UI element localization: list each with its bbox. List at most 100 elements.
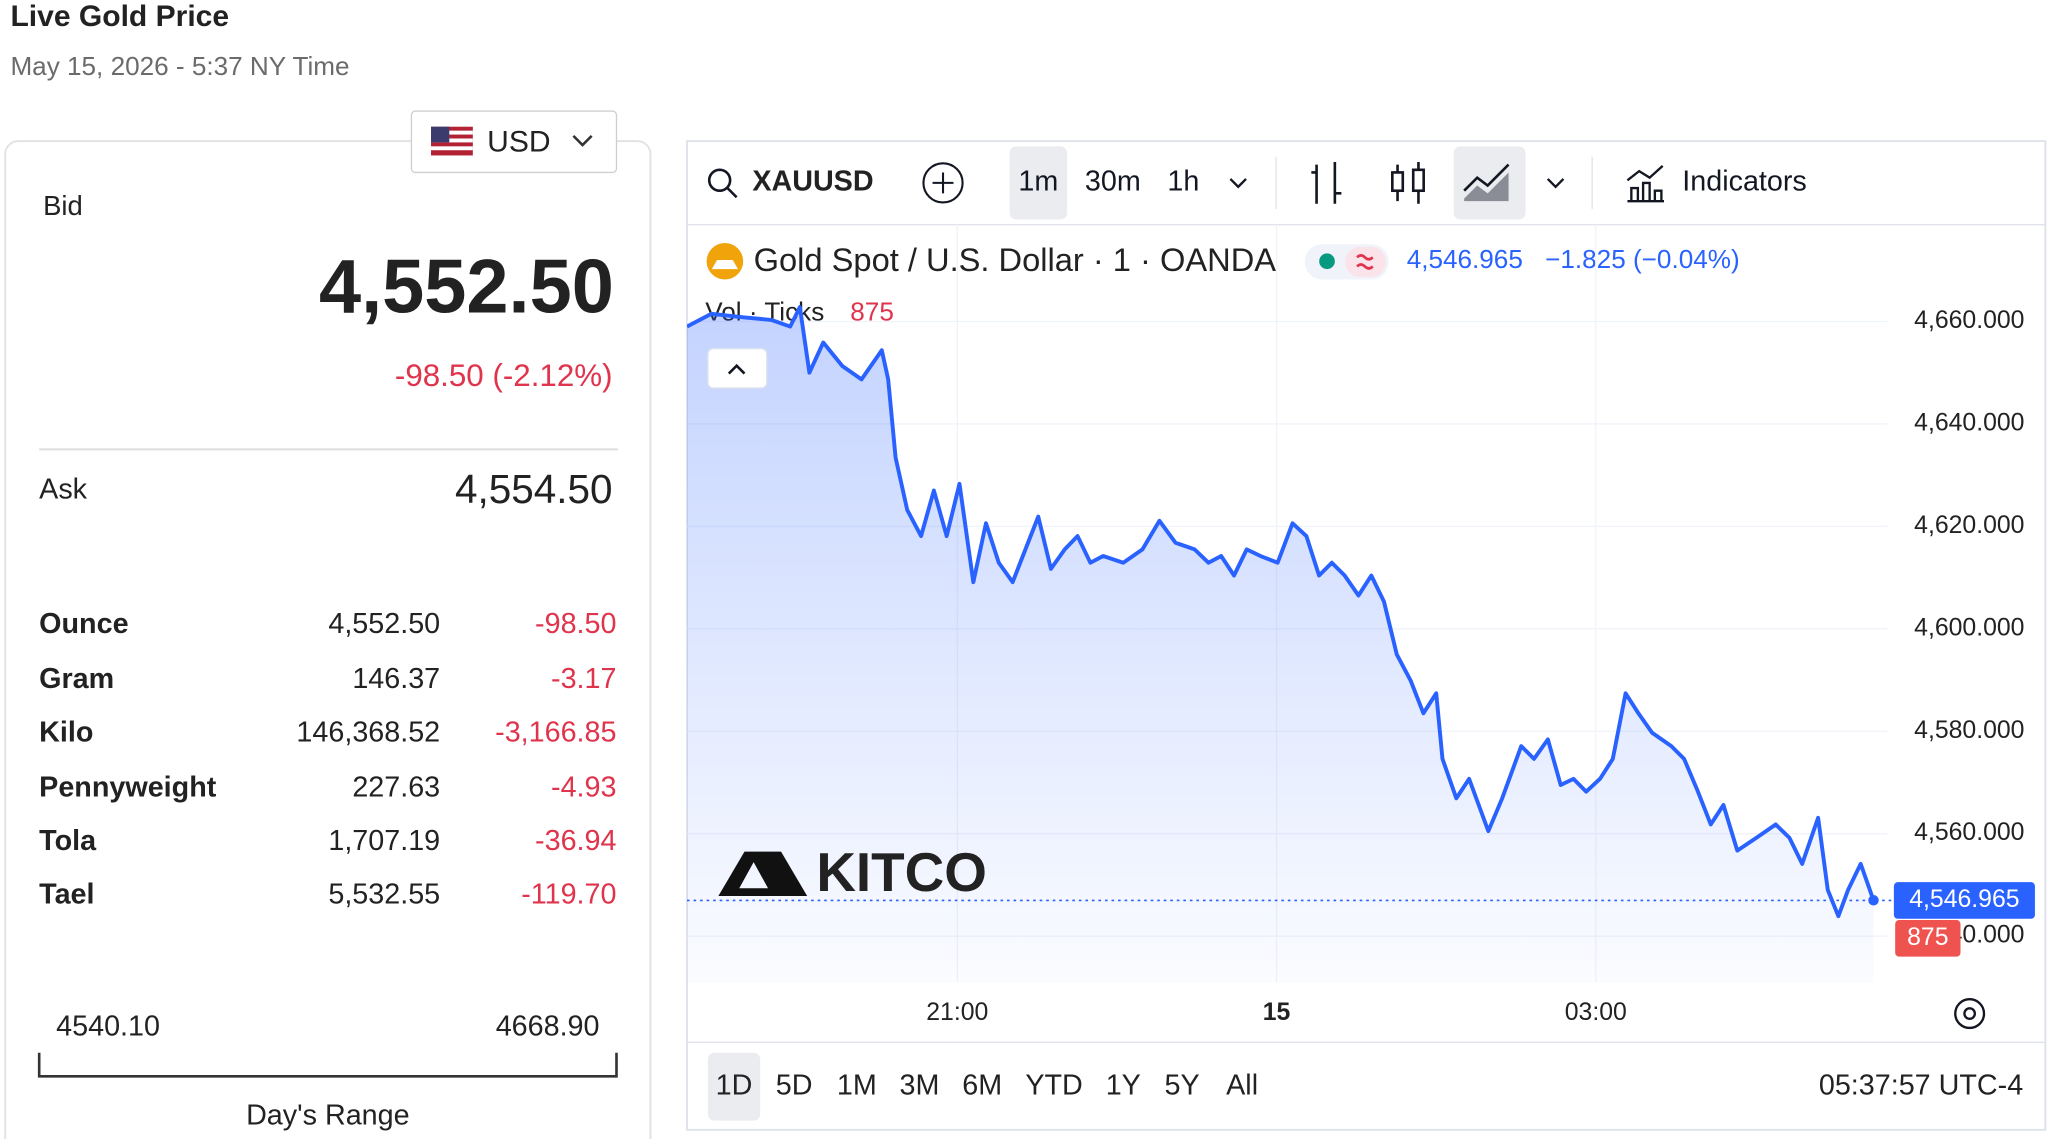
range-bar bbox=[37, 1052, 618, 1078]
chart-title: Gold Spot / U.S. Dollar · 1 · OANDA bbox=[754, 241, 1277, 278]
delayed-badge bbox=[1345, 246, 1386, 277]
area-icon bbox=[1464, 172, 1509, 202]
clock: 05:37:57 UTC-4 bbox=[1819, 1069, 2023, 1101]
collapse-button[interactable] bbox=[707, 348, 768, 389]
indicators[interactable]: Indicators bbox=[1682, 165, 1807, 197]
unit-name: Kilo bbox=[39, 717, 93, 749]
unit-name: Ounce bbox=[39, 608, 128, 640]
unit-price: 227.63 bbox=[352, 772, 440, 804]
unit-change: -3,166.85 bbox=[495, 717, 616, 749]
date: May 15, 2026 - 5:37 NY Time bbox=[10, 51, 349, 81]
interval[interactable]: 1m bbox=[1018, 165, 1058, 197]
ask-price: 4,554.50 bbox=[455, 466, 613, 512]
indicators-icon[interactable] bbox=[1626, 165, 1664, 203]
approx-icon bbox=[1356, 254, 1374, 270]
market-open bbox=[1319, 253, 1335, 270]
flag-canton bbox=[431, 126, 450, 143]
compare-button[interactable] bbox=[922, 162, 964, 204]
area-fill bbox=[687, 307, 1874, 983]
interval-active bbox=[1009, 146, 1068, 220]
y-tick-label: 4,660.000 bbox=[1914, 307, 2024, 334]
currency-select[interactable]: USD bbox=[410, 110, 618, 174]
period[interactable]: 5Y bbox=[1164, 1069, 1199, 1101]
y-tick-label: 4,600.000 bbox=[1914, 614, 2024, 641]
bid-price: 4,552.50 bbox=[319, 245, 614, 330]
bars-icon[interactable] bbox=[1311, 161, 1342, 204]
flag-stripe bbox=[431, 130, 473, 135]
settings-icon bbox=[1963, 1007, 1977, 1020]
period-active bbox=[707, 1052, 761, 1121]
period[interactable]: 6M bbox=[962, 1069, 1002, 1101]
period[interactable]: All bbox=[1226, 1069, 1258, 1101]
page-title: Live Gold Price bbox=[10, 0, 229, 33]
unit-table: Ounce 4,552.50 -98.50 Gram 146.37 -3.17 Kilo 14… bbox=[39, 608, 616, 910]
x-tick-label: 03:00 bbox=[1565, 999, 1627, 1026]
y-tick-label: 4,640.000 bbox=[1914, 409, 2024, 436]
search-icon bbox=[726, 187, 738, 199]
ask-label: Ask bbox=[39, 474, 88, 506]
price-line bbox=[687, 305, 1876, 919]
unit-change: -3.17 bbox=[551, 663, 616, 695]
candles-icon bbox=[1391, 171, 1405, 193]
unit-change: -98.50 bbox=[535, 608, 616, 640]
interval[interactable]: 1h bbox=[1167, 165, 1199, 197]
unit-name: Tola bbox=[39, 825, 97, 857]
unit-change: -36.94 bbox=[535, 825, 616, 857]
interval[interactable]: 30m bbox=[1085, 165, 1141, 197]
unit-price: 4,552.50 bbox=[328, 608, 440, 640]
range-label: Day's Range bbox=[246, 1099, 410, 1131]
last-price: 4,546.965 bbox=[1407, 244, 1523, 274]
unit-price: 146,368.52 bbox=[296, 717, 440, 749]
chevron[interactable] bbox=[1229, 178, 1247, 189]
area-icon bbox=[1463, 163, 1510, 192]
range-high: 4668.90 bbox=[496, 1011, 600, 1043]
symbol-search[interactable]: XAUUSD bbox=[707, 165, 874, 199]
plus-icon bbox=[932, 172, 954, 194]
y-tick-label: 4,560.000 bbox=[1914, 819, 2024, 846]
settings-icon[interactable] bbox=[1954, 998, 1986, 1030]
kitco-mark bbox=[718, 851, 808, 897]
last-change: −1.825 (−0.04%) bbox=[1545, 244, 1740, 274]
bid-label: Bid bbox=[43, 190, 83, 221]
period[interactable]: 5D bbox=[776, 1069, 813, 1101]
y-tick-label: 4,620.000 bbox=[1914, 512, 2024, 539]
unit-change: -4.93 bbox=[551, 772, 616, 804]
x-tick-label: 21:00 bbox=[926, 999, 988, 1026]
x-tick-label: 15 bbox=[1263, 999, 1291, 1026]
period[interactable]: YTD bbox=[1025, 1069, 1082, 1101]
volume-tag bbox=[1895, 920, 1961, 957]
period-bar: 1D 5D 1M 3M 6M YTD 1Y 5Y All bbox=[716, 1069, 1258, 1101]
bid-change: -98.50 (-2.12%) bbox=[395, 358, 613, 393]
unit-name: Gram bbox=[39, 663, 114, 695]
price-card bbox=[4, 140, 652, 1139]
currency[interactable]: USD bbox=[487, 126, 550, 159]
gold-icon bbox=[711, 259, 738, 270]
last-price-tag bbox=[1893, 882, 2035, 919]
unit-price: 1,707.19 bbox=[328, 825, 440, 857]
unit-price: 5,532.55 bbox=[328, 879, 440, 911]
last-point bbox=[1868, 895, 1879, 906]
candles-icon bbox=[1411, 168, 1425, 193]
period[interactable]: 1D bbox=[716, 1069, 753, 1101]
select-box[interactable] bbox=[410, 110, 618, 174]
last-price-tag-label: 4,546.965 bbox=[1909, 886, 2019, 913]
plot: 4,540.0004,560.0004,580.0004,600.0004,62… bbox=[687, 224, 2035, 1026]
range-low: 4540.10 bbox=[56, 1011, 160, 1043]
volume-tag-label: 875 bbox=[1907, 924, 1948, 951]
unit-name: Tael bbox=[39, 879, 94, 911]
period[interactable]: 3M bbox=[900, 1069, 940, 1101]
y-tick-label: 4,580.000 bbox=[1914, 717, 2024, 744]
symbol[interactable]: XAUUSD bbox=[752, 165, 873, 197]
period[interactable]: 1M bbox=[837, 1069, 877, 1101]
unit-name: Pennyweight bbox=[39, 772, 217, 804]
logo: KITCO bbox=[816, 841, 987, 903]
unit-change: -119.70 bbox=[521, 879, 616, 911]
flag-stripe bbox=[431, 138, 473, 143]
chevron[interactable] bbox=[1546, 178, 1565, 189]
flag-stripe bbox=[431, 146, 473, 151]
period[interactable]: 1Y bbox=[1106, 1069, 1141, 1101]
chevron-up bbox=[727, 363, 746, 375]
chevron bbox=[572, 134, 593, 147]
search-icon bbox=[707, 168, 732, 193]
